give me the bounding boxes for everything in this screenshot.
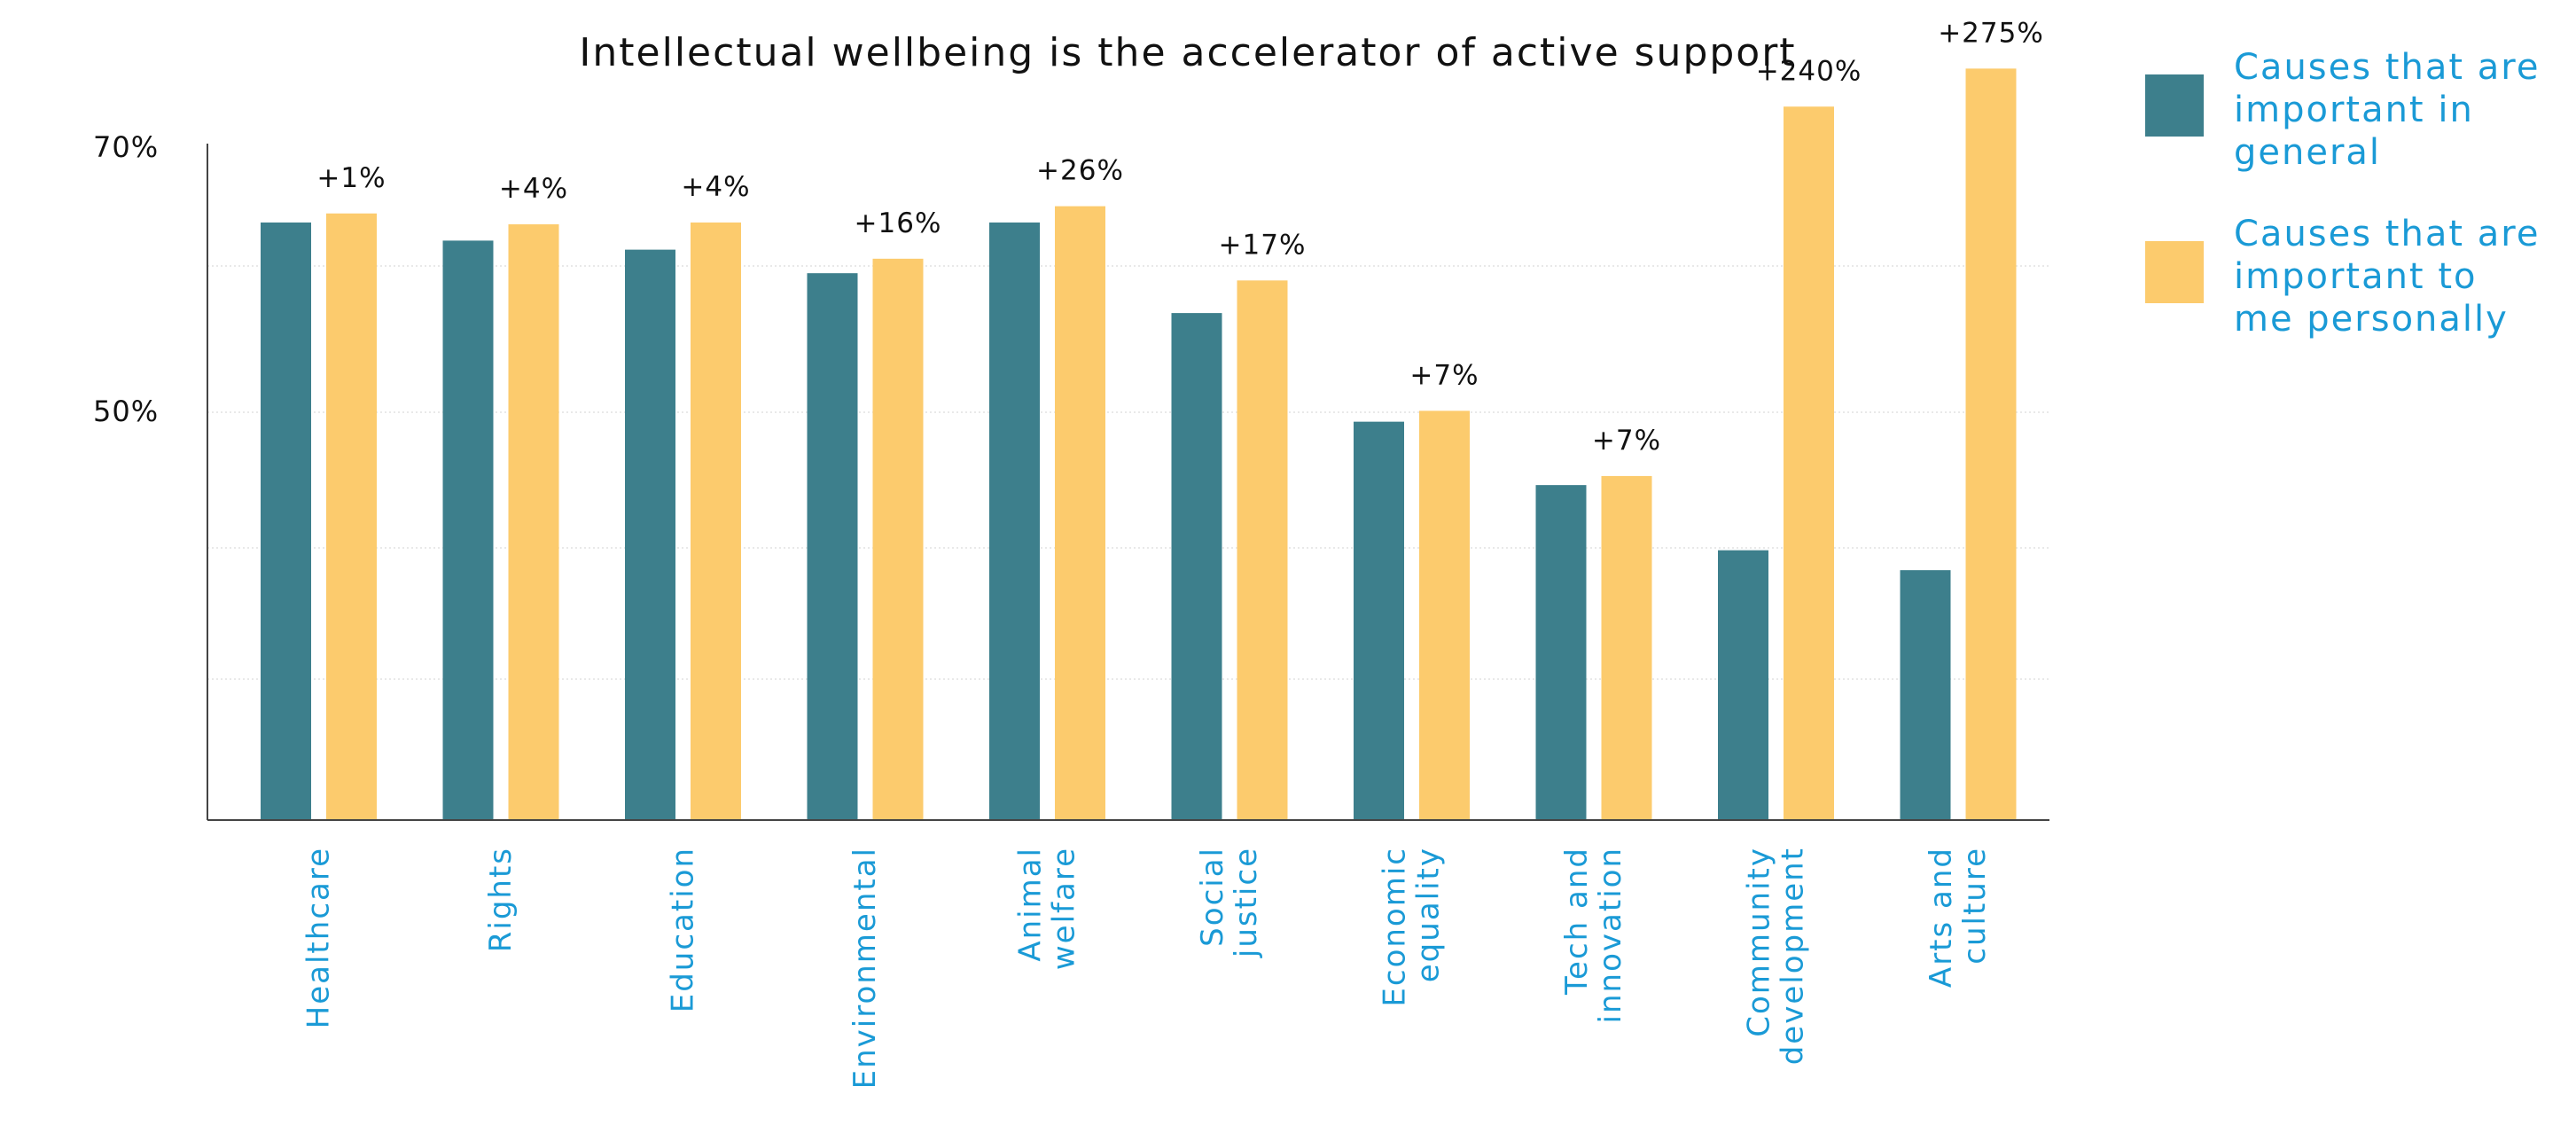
bars xyxy=(261,68,2017,821)
category-label-line: Tech and xyxy=(1559,847,1595,996)
category-label-line: Education xyxy=(666,847,701,1012)
legend: Causes that are important in general Cau… xyxy=(2145,46,2571,379)
category-label-line: Arts and xyxy=(1924,847,1959,988)
category-label: Environmental xyxy=(847,847,883,1089)
y-axis-ticks: 70% 50% xyxy=(93,130,159,428)
delta-label: +17% xyxy=(1219,229,1307,261)
category-label-line: Community xyxy=(1742,847,1777,1037)
legend-label-general: Causes that are important in general xyxy=(2234,47,2541,173)
bar-general xyxy=(261,222,311,821)
bar-general xyxy=(1171,313,1222,821)
delta-label: +4% xyxy=(681,171,750,203)
category-label-line: Rights xyxy=(483,847,519,952)
y-tick-label: 50% xyxy=(93,395,159,428)
bar-personal xyxy=(1055,206,1105,820)
bar-personal xyxy=(326,213,377,820)
bar-personal xyxy=(691,222,741,821)
axes xyxy=(207,144,2049,821)
category-label-line: Healthcare xyxy=(301,847,337,1028)
bar-personal xyxy=(872,258,924,820)
delta-label: +275% xyxy=(1938,17,2044,49)
delta-label: +1% xyxy=(316,162,386,194)
bar-general xyxy=(1535,485,1587,820)
delta-label: +16% xyxy=(855,207,942,239)
category-label-line: welfare xyxy=(1047,847,1082,970)
legend-item-general: Causes that are important in general xyxy=(2145,46,2571,174)
category-label-line: culture xyxy=(1957,847,1993,965)
category-label-line: justice xyxy=(1229,847,1264,958)
delta-label: +26% xyxy=(1036,155,1124,187)
category-label-line: Environmental xyxy=(847,847,883,1089)
bar-personal xyxy=(1784,106,1834,820)
category-label: Rights xyxy=(483,847,519,952)
delta-label: +7% xyxy=(1409,359,1479,391)
category-label: Healthcare xyxy=(301,847,337,1028)
y-tick-label: 70% xyxy=(93,130,159,164)
bar-general xyxy=(1354,421,1404,820)
legend-label-personal: Causes that are important to me personal… xyxy=(2234,214,2541,340)
bar-general xyxy=(1900,570,1951,820)
delta-labels: +1% +4% +4% +16% +26% +17% +7% +7% +240% +275% xyxy=(316,17,2044,457)
chart-title: Intellectual wellbeing is the accelerato… xyxy=(579,30,1796,75)
legend-swatch-general xyxy=(2145,74,2204,137)
delta-label: +7% xyxy=(1592,425,1661,457)
category-label-line: Animal xyxy=(1013,847,1049,962)
category-label: Education xyxy=(666,847,701,1012)
bar-general xyxy=(989,222,1040,821)
category-label-line: Social xyxy=(1195,847,1230,947)
bar-general xyxy=(1718,550,1768,820)
legend-item-personal: Causes that are important to me personal… xyxy=(2145,213,2571,340)
delta-label: +240% xyxy=(1756,55,1862,87)
bar-general xyxy=(625,249,675,820)
bar-personal xyxy=(1419,410,1470,820)
bar-personal xyxy=(1237,280,1288,821)
bar-personal xyxy=(1965,68,2017,821)
bar-personal xyxy=(508,224,559,820)
bar-general xyxy=(442,240,494,820)
category-label-line: Economic xyxy=(1378,847,1413,1007)
category-label-line: innovation xyxy=(1593,847,1628,1023)
category-label-line: equality xyxy=(1411,847,1447,982)
bar-general xyxy=(807,273,858,820)
category-label-line: development xyxy=(1776,847,1811,1065)
bar-personal xyxy=(1601,475,1652,820)
x-axis-labels: Healthcare Rights Education Environmental An… xyxy=(301,847,1994,1089)
delta-label: +4% xyxy=(499,173,568,205)
legend-swatch-personal xyxy=(2145,241,2204,303)
